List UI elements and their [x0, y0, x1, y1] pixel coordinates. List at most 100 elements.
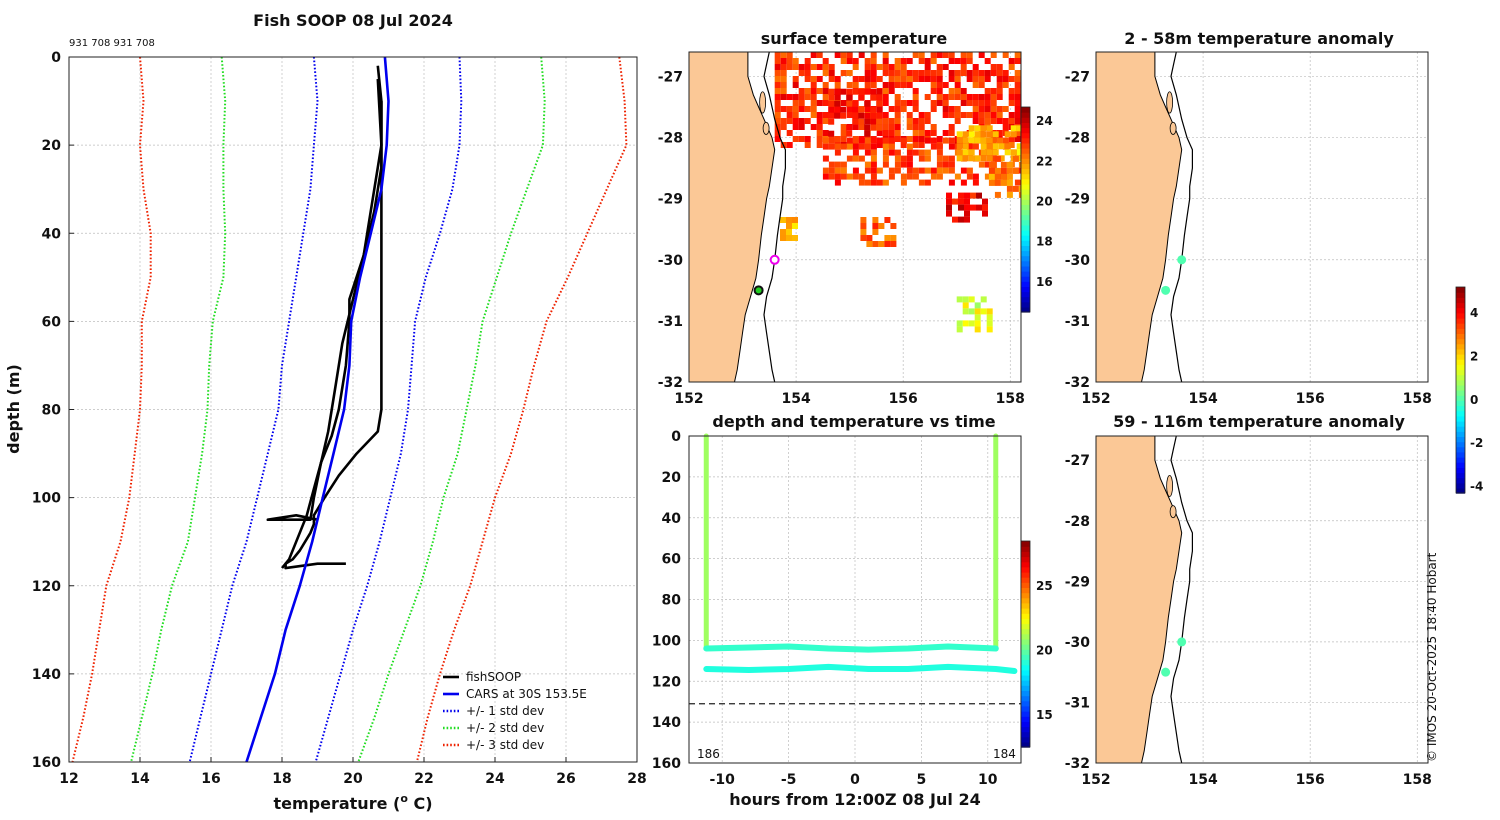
sst-cell: [936, 64, 943, 70]
colorbar-tick-label: 25: [1036, 579, 1053, 593]
sst-cell: [864, 167, 871, 174]
sst-cell: [1008, 136, 1015, 142]
sst-cell: [816, 112, 823, 118]
y-tick-label: 0: [51, 50, 61, 66]
sst-cell: [1008, 58, 1015, 64]
sst-cell: [852, 112, 859, 119]
sst-cell: [936, 88, 943, 94]
map-lon-label: 156: [1296, 391, 1325, 407]
sst-cell: [942, 112, 949, 118]
sst-cell: [906, 167, 913, 174]
sst-cell: [870, 155, 877, 162]
sst-cell: [1014, 106, 1021, 112]
colorbar-segment: [1021, 654, 1030, 661]
sst-cell: [810, 124, 817, 130]
sst-cell: [936, 155, 943, 162]
sst-cell: [996, 137, 1003, 144]
sst-cell: [1006, 191, 1013, 198]
sst-cell: [804, 58, 811, 64]
sst-cell: [900, 142, 907, 148]
sst-cell: [906, 118, 913, 124]
colorbar-segment: [1456, 395, 1465, 401]
sst-cell: [986, 125, 993, 132]
sst-cell: [912, 167, 919, 174]
sst-cell: [984, 106, 991, 112]
sst-cell: [1008, 76, 1015, 82]
y-tick-label: 120: [652, 674, 681, 690]
sst-cell: [816, 88, 823, 94]
sst-cell: [972, 179, 979, 186]
sst-cell: [930, 173, 937, 180]
sst-cell: [864, 161, 871, 168]
sst-cell: [858, 179, 865, 186]
anomaly-colorbar: -4 -2 0 2 4: [1455, 286, 1483, 494]
sst-cell: [878, 223, 885, 229]
sst-cell: [958, 204, 964, 211]
sst-cell: [960, 167, 967, 174]
sst-cell: [958, 192, 964, 199]
colorbar-segment: [1021, 153, 1030, 159]
series-line: [245, 56, 390, 763]
sst-cell: [888, 106, 895, 112]
sst-cell: [870, 179, 877, 186]
sst-cell: [948, 179, 955, 186]
sst-cell: [948, 130, 955, 136]
map-lat-label: -27: [658, 69, 683, 85]
sst-cell: [828, 161, 835, 168]
sst-cell: [816, 100, 823, 106]
sst-cell: [792, 124, 799, 130]
sst-cell: [870, 88, 877, 95]
sst-cell: [906, 124, 913, 130]
sst-cell: [774, 88, 781, 94]
sst-cell: [972, 106, 979, 112]
sst-cell: [822, 118, 829, 124]
sst-cell: [834, 136, 841, 142]
sst-cell: [882, 118, 889, 124]
sst-cell: [924, 112, 931, 118]
sst-cell: [954, 82, 961, 88]
sst-cell: [786, 64, 793, 70]
x-tick-label: 18: [272, 771, 291, 787]
sst-cell: [888, 143, 895, 150]
sst-cell: [878, 241, 885, 247]
map-lon-label: 154: [1188, 391, 1217, 407]
sst-cell: [956, 137, 963, 144]
colorbar-segment: [1021, 577, 1030, 583]
sst-cell: [954, 94, 961, 100]
sst-cell: [948, 58, 955, 64]
sst-cell: [906, 82, 913, 88]
sst-cell: [906, 161, 913, 168]
colorbar-segment: [1021, 633, 1030, 640]
sst-cell: [846, 94, 853, 101]
anomaly-upper-panel: 2 - 58m temperature anomaly 152 154 156 158…: [1065, 29, 1432, 407]
sst-cell: [890, 241, 897, 247]
sst-cell: [1012, 185, 1019, 192]
sst-cell: [948, 94, 955, 100]
colorbar-tick-label: 24: [1036, 114, 1053, 128]
sst-cell: [876, 167, 883, 174]
legend-label: +/- 2 std dev: [466, 721, 544, 735]
sst-cell: [930, 130, 937, 136]
sst-cell: [972, 118, 979, 124]
colorbar-segment: [1021, 721, 1030, 728]
sst-cell: [960, 112, 967, 118]
sst-cell: [948, 167, 955, 174]
sst-cell: [876, 142, 883, 148]
sst-cell: [966, 58, 973, 64]
sst-cell: [980, 296, 987, 303]
sst-cell: [1006, 173, 1013, 180]
sst-cell: [858, 143, 865, 150]
sst-cell: [846, 106, 853, 112]
colorbar-segment: [1021, 685, 1030, 691]
sst-cell: [988, 161, 995, 168]
sst-cell: [942, 137, 949, 144]
sst-cell: [1012, 155, 1019, 162]
colorbar-segment: [1456, 359, 1465, 365]
sst-cell: [884, 235, 891, 241]
sst-cell: [780, 70, 787, 76]
sst-cell: [866, 241, 873, 247]
sst-cell: [828, 167, 835, 174]
sst-cell: [954, 58, 961, 64]
sst-cell: [980, 155, 987, 162]
sst-cell: [860, 235, 867, 241]
